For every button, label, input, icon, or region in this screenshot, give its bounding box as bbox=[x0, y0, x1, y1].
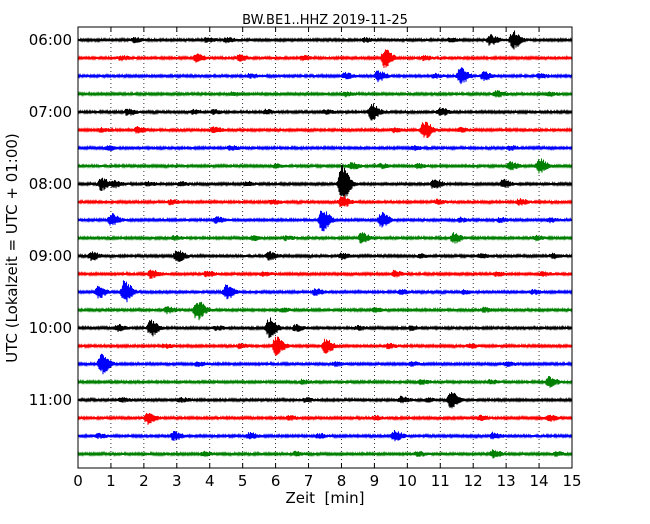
trace-line bbox=[77, 449, 573, 459]
x-tick-label: 14 bbox=[530, 472, 549, 490]
x-tick-label: 0 bbox=[73, 472, 83, 490]
trace-line bbox=[77, 90, 573, 98]
trace-line bbox=[77, 30, 573, 50]
trace-line bbox=[77, 250, 573, 262]
x-tick-label: 13 bbox=[497, 472, 516, 490]
trace-line bbox=[77, 301, 573, 321]
x-tick-label: 10 bbox=[398, 472, 417, 490]
x-tick-label: 5 bbox=[238, 472, 248, 490]
x-tick-label: 3 bbox=[172, 472, 182, 490]
trace-line bbox=[77, 392, 573, 409]
trace-line bbox=[77, 353, 573, 375]
trace-line bbox=[77, 121, 573, 139]
trace-line bbox=[77, 67, 573, 85]
trace-group bbox=[77, 30, 573, 459]
x-tick-label: 15 bbox=[562, 472, 581, 490]
trace-line bbox=[77, 269, 573, 280]
x-tick-label: 8 bbox=[337, 472, 347, 490]
trace-line bbox=[77, 429, 573, 442]
trace-line bbox=[77, 165, 573, 200]
trace-line bbox=[77, 317, 573, 339]
x-tick-label: 7 bbox=[304, 472, 314, 490]
trace-line bbox=[77, 412, 573, 425]
chart-title: BW.BE1..HHZ 2019-11-25 bbox=[242, 13, 408, 28]
x-tick-label: 2 bbox=[139, 472, 149, 490]
trace-line bbox=[77, 232, 573, 244]
trace-line bbox=[77, 280, 573, 303]
grid-lines bbox=[110, 27, 540, 468]
x-tick-label: 1 bbox=[106, 472, 116, 490]
trace-line bbox=[77, 144, 573, 152]
x-tick-label: 11 bbox=[431, 472, 450, 490]
trace-line bbox=[77, 158, 573, 174]
axis-ticks: 0 1 2 3 4 5 6 7 8 9 10 11 12 13 14 1506:0007:0008:0009:… bbox=[29, 27, 582, 490]
y-tick-label: 07:00 bbox=[29, 103, 72, 121]
y-tick-label: 08:00 bbox=[29, 175, 72, 193]
trace-line bbox=[77, 376, 573, 388]
y-tick-label: 11:00 bbox=[29, 391, 72, 409]
y-tick-label: 09:00 bbox=[29, 247, 72, 265]
trace-line bbox=[77, 103, 573, 121]
x-tick-label: 6 bbox=[271, 472, 281, 490]
y-tick-label: 10:00 bbox=[29, 319, 72, 337]
trace-line bbox=[77, 210, 573, 232]
trace-line bbox=[77, 49, 573, 68]
y-axis-label: UTC (Lokalzeit = UTC + 01:00) bbox=[3, 133, 21, 363]
x-tick-label: 12 bbox=[464, 472, 483, 490]
trace-line bbox=[77, 195, 573, 208]
y-tick-label: 06:00 bbox=[29, 31, 72, 49]
x-tick-label: 9 bbox=[370, 472, 380, 490]
plot-frame bbox=[77, 26, 573, 469]
x-tick-label: 4 bbox=[205, 472, 215, 490]
trace-line bbox=[77, 336, 573, 356]
x-axis-label: Zeit [min] bbox=[285, 489, 364, 507]
